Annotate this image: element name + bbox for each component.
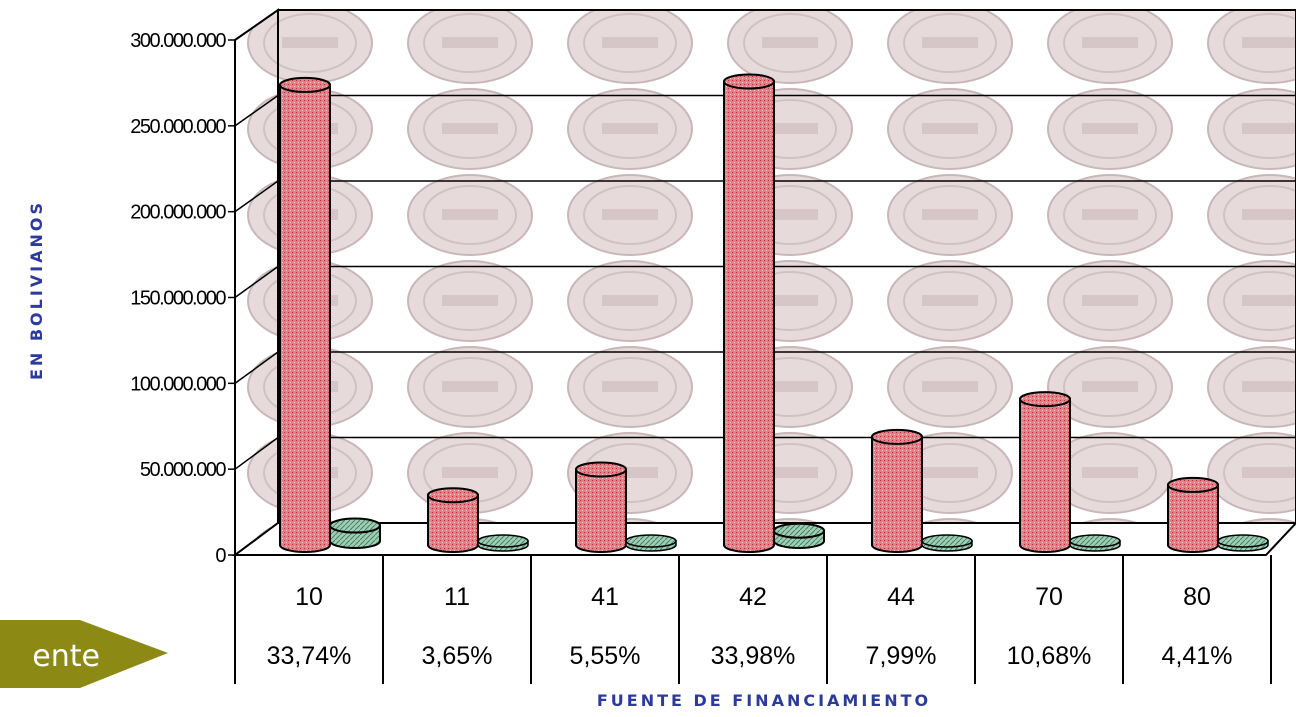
bar-series1-11	[427, 487, 479, 553]
gridline-side	[234, 9, 279, 41]
category-label: 42	[739, 583, 767, 611]
x-axis-title: FUENTE DE FINANCIAMIENTO	[597, 691, 931, 710]
y-axis-title: EN BOLIVIANOS	[27, 200, 46, 380]
percent-label: 4,41%	[1162, 642, 1233, 670]
bar-series1-10	[279, 76, 331, 553]
category-label: 41	[591, 583, 619, 611]
y-tick-label: 200.000.000	[130, 202, 226, 224]
percent-label: 10,68%	[1007, 642, 1092, 670]
percent-label: 7,99%	[866, 642, 937, 670]
bar-series2-80	[1217, 534, 1269, 552]
y-tick-labels: 0 50.000.000 100.000.000 150.000.000 200.000…	[130, 30, 228, 567]
percent-label: 33,74%	[267, 642, 352, 670]
gridline-side	[234, 351, 279, 384]
bar-series2-11	[477, 534, 529, 552]
y-tick-label: 100.000.000	[130, 373, 226, 395]
gridline-side	[234, 180, 279, 213]
bar-series2-41	[625, 534, 677, 552]
percent-label: 3,65%	[422, 642, 493, 670]
bar-series1-42	[723, 73, 775, 553]
bar-series1-70	[1019, 391, 1071, 553]
fuente-button[interactable]: ente	[0, 620, 168, 688]
category-label: 44	[887, 583, 915, 611]
category-label: 11	[444, 583, 470, 611]
percent-label: 5,55%	[570, 642, 641, 670]
bar-series2-44	[921, 534, 973, 552]
bar-series1-80	[1167, 476, 1219, 553]
y-tick-label: 150.000.000	[130, 288, 226, 310]
gridlines	[234, 9, 1296, 470]
bar-series2-42	[773, 522, 825, 549]
y-tick-label: 250.000.000	[130, 116, 226, 138]
axes	[228, 39, 236, 556]
gridline-side	[234, 94, 279, 127]
category-label: 10	[295, 583, 323, 611]
bar-series1-41	[575, 461, 627, 553]
bar-series2-70	[1069, 534, 1121, 552]
category-label: 70	[1035, 583, 1063, 611]
percent-label: 33,98%	[711, 642, 796, 670]
y-tick-label: 0	[215, 545, 226, 567]
bar-series2-10	[329, 517, 381, 549]
category-table: 10 33,74% 11 3,65% 41 5,55% 42 33,98% 44 7,99% 70 1…	[234, 555, 1272, 684]
bars	[279, 73, 1269, 553]
gridline-side	[234, 436, 279, 470]
category-label: 80	[1183, 583, 1211, 611]
bar-series1-44	[871, 428, 923, 553]
y-tick-label: 50.000.000	[140, 459, 226, 481]
y-tick-label: 300.000.000	[130, 30, 226, 52]
fuente-button-label: ente	[32, 639, 100, 674]
gridline-side	[234, 265, 279, 299]
